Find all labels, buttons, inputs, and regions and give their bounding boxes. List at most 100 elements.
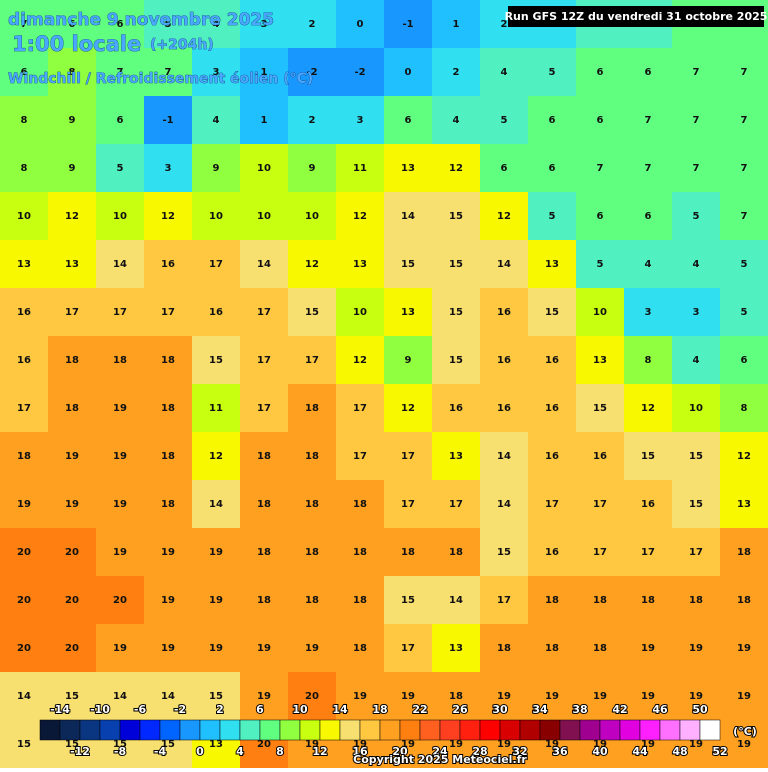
cell-value: 16 [17,307,31,318]
field-cell [144,192,192,240]
cell-value: 7 [645,115,652,126]
legend-label: 4 [236,745,244,758]
field-cell [336,336,384,384]
field-cell [144,96,192,144]
cell-value: 18 [353,595,367,606]
field-cell [48,528,96,576]
field-cell [576,432,624,480]
field-cell [144,0,192,48]
cell-value: 7 [741,115,748,126]
cell-value: 19 [161,547,175,558]
cell-value: 6 [549,115,556,126]
legend-swatch [319,719,341,741]
field-cell [288,480,336,528]
cell-value: 7 [117,67,124,78]
cell-value: 19 [689,691,703,702]
field-cell [48,192,96,240]
field-cell [480,288,528,336]
cell-value: 18 [161,451,175,462]
cell-value: 19 [305,739,319,750]
cell-value: 13 [593,355,607,366]
cell-value: 19 [689,739,703,750]
field-cell [720,624,768,672]
field-cell [0,96,48,144]
field-cell [528,144,576,192]
field-cell [528,528,576,576]
cell-value: 14 [401,211,415,222]
legend-label: 26 [452,703,468,716]
legend-swatch [299,719,321,741]
field-cell [624,192,672,240]
cell-value: 10 [257,163,271,174]
cell-value: 12 [737,451,751,462]
cell-value: 18 [497,643,511,654]
legend-swatch [159,719,181,741]
legend-label: 6 [256,703,264,716]
cell-value: 18 [257,547,271,558]
field-cell [192,384,240,432]
field-cell [336,480,384,528]
cell-value: 14 [209,499,223,510]
legend-label: 16 [352,745,368,758]
cell-value: 14 [497,259,511,270]
cell-value: 20 [257,739,271,750]
field-cell [96,0,144,48]
field-cell [480,96,528,144]
field-cell [0,192,48,240]
field-cell [672,336,720,384]
cell-value: 13 [401,307,415,318]
cell-value: 18 [257,595,271,606]
cell-value: 12 [209,451,223,462]
cell-value: 13 [449,451,463,462]
field-cell [624,528,672,576]
cell-value: -1 [402,19,413,30]
cell-value: -1 [162,115,173,126]
cell-value: 15 [449,259,463,270]
cell-value: 6 [597,67,604,78]
field-cell [288,384,336,432]
field-cell [240,624,288,672]
legend-label: 20 [392,745,408,758]
cell-value: 19 [593,739,607,750]
field-cell [96,288,144,336]
cell-value: 19 [641,691,655,702]
field-cell [672,144,720,192]
field-cell [0,336,48,384]
field-cell [0,144,48,192]
cell-value: 17 [401,643,415,654]
field-cell [720,384,768,432]
field-cell [432,672,480,720]
cell-value: 18 [401,547,415,558]
cell-value: 16 [209,307,223,318]
field-cell [336,192,384,240]
field-cell [192,240,240,288]
cell-value: 2 [453,67,460,78]
field-cell [192,48,240,96]
cell-value: 1 [261,67,268,78]
field-cell [96,672,144,720]
field-cell [576,240,624,288]
field-cell [144,672,192,720]
legend-label: 42 [612,703,627,716]
field-cell [144,480,192,528]
cell-value: 19 [257,691,271,702]
field-cell [96,624,144,672]
cell-value: 10 [17,211,31,222]
cell-value: 13 [17,259,31,270]
legend-label: 28 [472,745,487,758]
field-cell [720,288,768,336]
legend-label: 44 [632,745,648,758]
cell-value: 4 [645,259,652,270]
field-cell [480,384,528,432]
field-cell [624,576,672,624]
legend-swatch [379,719,401,741]
field-cell [384,672,432,720]
field-cell [480,336,528,384]
field-cell [48,576,96,624]
cell-value: 17 [689,547,703,558]
field-cell [384,144,432,192]
cell-value: 17 [161,307,175,318]
field-cell [672,384,720,432]
